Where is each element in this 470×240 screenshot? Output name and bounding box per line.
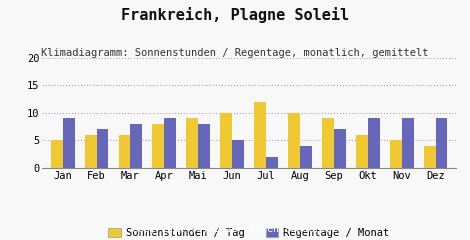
Bar (96, 129, 109, 168)
Bar (322, 118, 334, 168)
Bar (356, 135, 368, 168)
Bar (232, 140, 244, 168)
Bar (368, 118, 380, 168)
Bar (131, 124, 142, 168)
Bar (402, 118, 414, 168)
Text: Frankreich, Plagne Soleil: Frankreich, Plagne Soleil (121, 7, 349, 23)
Bar (423, 146, 436, 168)
Bar (288, 113, 300, 168)
Bar (266, 157, 278, 168)
Bar (334, 129, 346, 168)
Bar (187, 118, 198, 168)
Bar (198, 124, 210, 168)
Bar (164, 118, 176, 168)
Text: Copyright (C) 2010 sonnenlaender.de: Copyright (C) 2010 sonnenlaender.de (132, 224, 338, 234)
Bar (300, 146, 312, 168)
Bar (63, 118, 75, 168)
Bar (254, 102, 266, 168)
Bar (220, 113, 232, 168)
Bar (390, 140, 402, 168)
Bar (51, 140, 63, 168)
Text: Klimadiagramm: Sonnenstunden / Regentage, monatlich, gemittelt: Klimadiagramm: Sonnenstunden / Regentage… (41, 48, 429, 58)
Bar (152, 124, 164, 168)
Bar (85, 135, 96, 168)
Bar (118, 135, 131, 168)
Legend: Sonnenstunden / Tag, Regentage / Monat: Sonnenstunden / Tag, Regentage / Monat (104, 224, 394, 240)
Bar (436, 118, 447, 168)
